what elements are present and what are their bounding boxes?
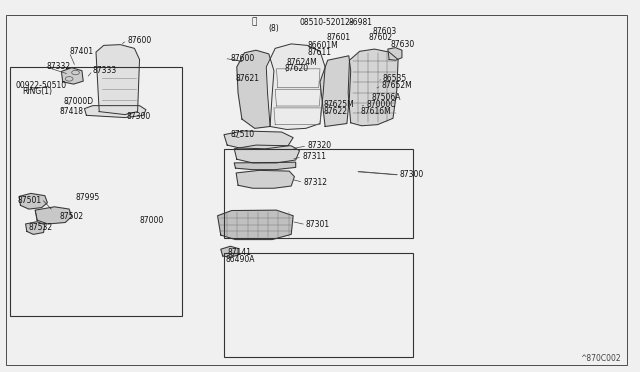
Polygon shape (234, 162, 296, 170)
Polygon shape (276, 69, 320, 87)
Text: 87332: 87332 (46, 62, 70, 71)
Text: 86535: 86535 (383, 74, 407, 83)
Polygon shape (237, 50, 274, 128)
Text: 87301: 87301 (306, 220, 330, 229)
Polygon shape (320, 56, 351, 126)
Polygon shape (221, 246, 238, 257)
Text: 87311: 87311 (302, 153, 326, 161)
Text: 87630: 87630 (390, 40, 415, 49)
Text: ^870C002: ^870C002 (580, 354, 621, 363)
Polygon shape (236, 170, 294, 188)
Polygon shape (224, 131, 293, 149)
Bar (224, 149, 413, 238)
Text: 87320: 87320 (307, 141, 332, 150)
Text: 87312: 87312 (303, 178, 328, 187)
Text: 87603: 87603 (372, 27, 397, 36)
Text: 87510: 87510 (230, 130, 255, 139)
Polygon shape (26, 222, 45, 234)
Bar (10, 67, 182, 316)
Text: 87506A: 87506A (371, 93, 401, 102)
Text: 87624M: 87624M (287, 58, 317, 67)
Text: 86490A: 86490A (225, 255, 255, 264)
Bar (224, 253, 413, 357)
Text: 87000D: 87000D (64, 97, 94, 106)
Polygon shape (275, 89, 321, 106)
Text: 87601: 87601 (326, 33, 351, 42)
Text: 87000C: 87000C (366, 100, 396, 109)
Polygon shape (218, 210, 293, 240)
Polygon shape (84, 106, 146, 118)
Text: 87616M: 87616M (361, 107, 392, 116)
Text: 86601M: 86601M (307, 41, 338, 50)
Text: 08510-52012-: 08510-52012- (300, 18, 353, 27)
Text: 00922-50510: 00922-50510 (16, 81, 67, 90)
Text: 87625M: 87625M (323, 100, 354, 109)
Text: 87502: 87502 (60, 212, 84, 221)
Text: RING(1): RING(1) (22, 87, 52, 96)
Text: 86981: 86981 (349, 18, 372, 27)
Text: 87995: 87995 (76, 193, 100, 202)
Polygon shape (96, 45, 140, 115)
Text: 87600: 87600 (128, 36, 152, 45)
Text: 87141: 87141 (227, 248, 251, 257)
Text: 87333: 87333 (93, 66, 117, 75)
Text: 87501: 87501 (18, 196, 42, 205)
Polygon shape (348, 49, 398, 126)
Text: Ⓢ: Ⓢ (252, 18, 257, 27)
Polygon shape (234, 145, 300, 163)
Text: 87602: 87602 (369, 33, 393, 42)
Text: 87300: 87300 (400, 170, 424, 179)
Polygon shape (61, 68, 83, 84)
Text: 87532: 87532 (28, 223, 52, 232)
Text: 87652M: 87652M (381, 81, 412, 90)
Text: 87300: 87300 (127, 112, 151, 121)
Text: 87000: 87000 (140, 216, 164, 225)
Text: (8): (8) (269, 24, 280, 33)
Polygon shape (274, 108, 321, 125)
Polygon shape (266, 44, 325, 129)
Text: 87600: 87600 (230, 54, 255, 63)
Text: 87622: 87622 (323, 107, 347, 116)
Text: 87401: 87401 (69, 47, 93, 56)
Text: 87611: 87611 (307, 48, 332, 57)
Text: 87418: 87418 (60, 107, 83, 116)
Polygon shape (19, 193, 47, 209)
Text: 87620: 87620 (285, 64, 309, 73)
Polygon shape (388, 48, 402, 60)
Polygon shape (35, 207, 72, 224)
Text: 87621: 87621 (236, 74, 260, 83)
